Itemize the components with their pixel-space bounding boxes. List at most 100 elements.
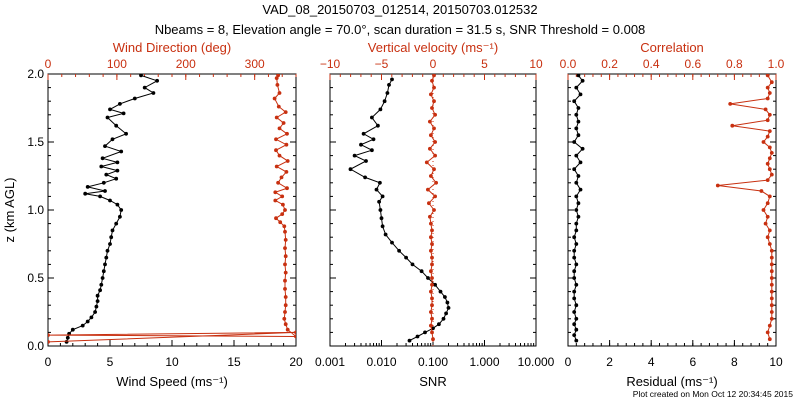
data-point	[85, 185, 90, 189]
data-point	[83, 191, 88, 196]
data-point	[572, 322, 577, 327]
data-point	[98, 194, 102, 199]
data-point	[283, 262, 287, 267]
data-point	[155, 78, 160, 83]
bottom-tick-label: 6	[689, 355, 696, 369]
data-point	[574, 126, 579, 131]
data-point	[282, 224, 287, 229]
panel-residual_correlation: 0 2 4 6 8 10 Residual (ms⁻¹) 0.0 0.2 0.4 0.6 0.8 1.0…	[560, 40, 785, 389]
data-point	[378, 208, 383, 212]
top-axis-label: Correlation	[640, 40, 704, 55]
data-point	[108, 107, 112, 112]
data-point	[283, 310, 287, 314]
bottom-tick-label: 8	[731, 355, 738, 369]
data-point	[101, 269, 106, 274]
data-point	[285, 186, 289, 191]
top-tick-label: 0.0	[560, 57, 577, 71]
data-point	[429, 235, 433, 240]
series-wind-direction	[48, 74, 296, 344]
series-correlation	[715, 74, 774, 342]
data-point	[294, 334, 296, 339]
data-point	[765, 201, 770, 206]
data-point	[379, 216, 384, 221]
data-point	[424, 160, 429, 165]
data-point	[441, 316, 446, 321]
data-point	[114, 123, 119, 128]
data-point	[115, 160, 120, 165]
data-point	[767, 323, 772, 328]
data-point	[429, 289, 433, 294]
data-point	[574, 242, 579, 246]
data-point	[576, 119, 581, 124]
data-point	[277, 153, 282, 158]
data-point	[574, 180, 579, 185]
data-point	[765, 96, 770, 101]
data-point	[430, 262, 434, 267]
data-point	[277, 91, 282, 95]
data-point	[431, 326, 435, 331]
bottom-tick-label: 10	[769, 355, 783, 369]
data-point	[65, 335, 70, 340]
data-point	[574, 338, 579, 343]
data-point	[426, 276, 430, 280]
data-point	[428, 214, 432, 219]
data-point	[765, 161, 770, 166]
data-point	[429, 92, 433, 97]
data-point	[763, 107, 768, 112]
data-point	[383, 232, 388, 237]
data-point	[101, 180, 106, 185]
data-point	[390, 240, 394, 245]
series-line	[426, 75, 437, 340]
data-point	[769, 262, 774, 267]
data-point	[103, 262, 107, 267]
data-point	[277, 126, 282, 131]
data-point	[769, 276, 774, 280]
panel-snr_vvel: 0.001 0.010 0.100 1.000 10.000 SNR −10 −5 0 5 10 Ve…	[315, 40, 555, 389]
panel-frame	[47, 73, 297, 347]
data-point	[769, 282, 774, 287]
data-point	[274, 137, 278, 142]
data-point	[572, 99, 577, 104]
data-point	[446, 306, 451, 310]
data-point	[767, 91, 772, 95]
data-point	[382, 99, 387, 104]
data-point	[64, 340, 69, 344]
data-point	[283, 229, 287, 234]
data-point	[432, 85, 436, 90]
data-point	[769, 255, 774, 260]
data-point	[397, 248, 401, 253]
data-point	[580, 146, 585, 151]
data-point	[576, 174, 581, 178]
bottom-tick-label: 0.100	[418, 355, 448, 369]
data-point	[98, 288, 102, 293]
top-tick-label: 0.8	[726, 57, 743, 71]
data-point	[283, 246, 287, 251]
data-point	[572, 310, 577, 314]
data-point	[769, 296, 774, 301]
data-point	[274, 164, 279, 169]
data-point	[85, 319, 90, 324]
data-point	[104, 172, 109, 177]
data-point	[109, 235, 114, 240]
data-point	[283, 287, 287, 291]
bottom-tick-label: 10	[165, 355, 179, 369]
panel-frame	[567, 73, 777, 347]
data-point	[100, 276, 105, 280]
data-point	[428, 146, 432, 151]
data-point	[767, 194, 772, 199]
data-point	[371, 137, 376, 142]
data-point	[765, 178, 770, 183]
top-axis-label: Vertical velocity (ms⁻¹)	[368, 40, 498, 55]
data-point	[759, 189, 764, 193]
data-point	[445, 300, 450, 305]
y-axis-label: z (km AGL)	[2, 177, 17, 242]
data-point	[430, 330, 434, 335]
data-point	[428, 119, 432, 124]
top-tick-label: 0	[430, 57, 437, 71]
data-point	[276, 74, 280, 78]
data-point	[769, 310, 774, 314]
data-point	[429, 269, 433, 274]
data-point	[124, 131, 128, 136]
data-point	[282, 316, 287, 321]
data-point	[281, 202, 285, 207]
